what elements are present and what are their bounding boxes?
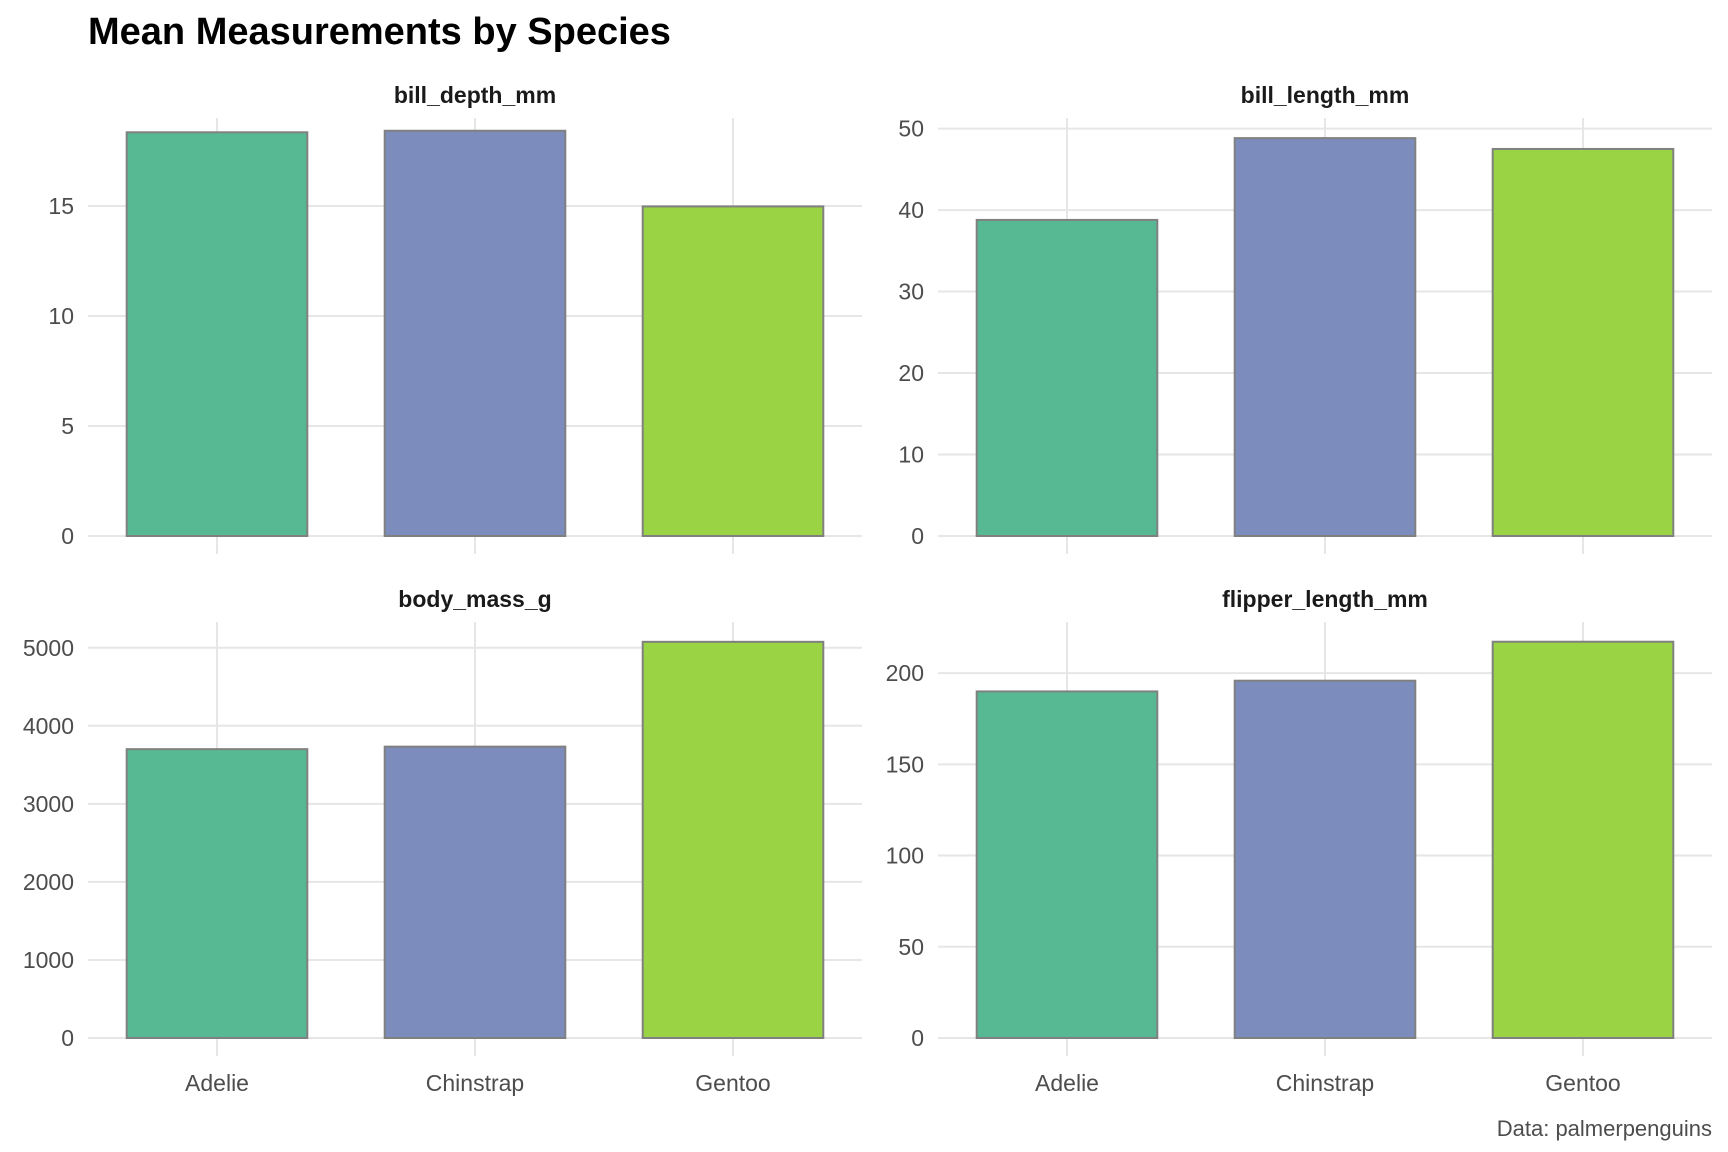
bar-gentoo: [641, 640, 825, 1039]
y-tick-label: 50: [898, 934, 924, 960]
bar-chinstrap: [383, 129, 567, 537]
y-tick-label: 1000: [23, 947, 74, 973]
y-tick-label: 4000: [23, 713, 74, 739]
chart-panels: 0 5 10 15 bill_depth_mm 0 10 20 30 40 50 bill_lengt…: [23, 82, 1712, 1096]
y-tick-label: 150: [886, 751, 924, 777]
y-tick-label: 0: [61, 1025, 74, 1051]
panel-title: bill_depth_mm: [394, 82, 556, 108]
panel-bill_depth_mm: 0 5 10 15 bill_depth_mm: [48, 82, 862, 554]
x-tick-label: Gentoo: [695, 1070, 770, 1096]
panel-title: flipper_length_mm: [1222, 586, 1428, 612]
bar-gentoo: [1491, 147, 1675, 538]
x-tick-label: Chinstrap: [426, 1070, 524, 1096]
y-tick-label: 0: [911, 1025, 924, 1051]
panel-bill_length_mm: 0 10 20 30 40 50 bill_length_mm: [898, 82, 1712, 554]
chart-caption: Data: palmerpenguins: [1497, 1116, 1712, 1141]
chart-title: Mean Measurements by Species: [88, 11, 671, 53]
x-tick-label: Adelie: [1035, 1070, 1099, 1096]
bar-adelie: [125, 748, 309, 1039]
bar-gentoo: [1491, 640, 1675, 1039]
y-tick-label: 40: [898, 197, 924, 223]
y-tick-label: 20: [898, 360, 924, 386]
panel-title: body_mass_g: [398, 586, 551, 612]
y-tick-label: 10: [898, 442, 924, 468]
x-tick-label: Gentoo: [1545, 1070, 1620, 1096]
y-tick-label: 15: [48, 193, 74, 219]
y-tick-label: 0: [911, 523, 924, 549]
y-tick-label: 30: [898, 279, 924, 305]
bar-adelie: [975, 218, 1159, 538]
y-tick-label: 3000: [23, 791, 74, 817]
y-tick-label: 5000: [23, 635, 74, 661]
y-tick-label: 0: [61, 523, 74, 549]
y-tick-label: 100: [886, 843, 924, 869]
bar-chinstrap: [1233, 137, 1417, 538]
bar-adelie: [125, 131, 309, 538]
panel-title: bill_length_mm: [1241, 82, 1410, 108]
x-tick-label: Chinstrap: [1276, 1070, 1374, 1096]
bar-chinstrap: [1233, 679, 1417, 1039]
bar-chinstrap: [383, 745, 567, 1039]
y-tick-label: 2000: [23, 869, 74, 895]
y-tick-label: 10: [48, 303, 74, 329]
panel-body_mass_g: 0 1000 2000 3000 4000 5000 body_mass_g Adelie Ch…: [23, 586, 862, 1096]
panel-flipper_length_mm: 0 50 100 150 200 flipper_length_mm Adelie Chins…: [886, 586, 1712, 1096]
y-tick-label: 200: [886, 660, 924, 686]
bar-gentoo: [641, 205, 825, 537]
x-tick-label: Adelie: [185, 1070, 249, 1096]
y-tick-label: 5: [61, 413, 74, 439]
y-tick-label: 50: [898, 116, 924, 142]
bar-adelie: [975, 690, 1159, 1039]
